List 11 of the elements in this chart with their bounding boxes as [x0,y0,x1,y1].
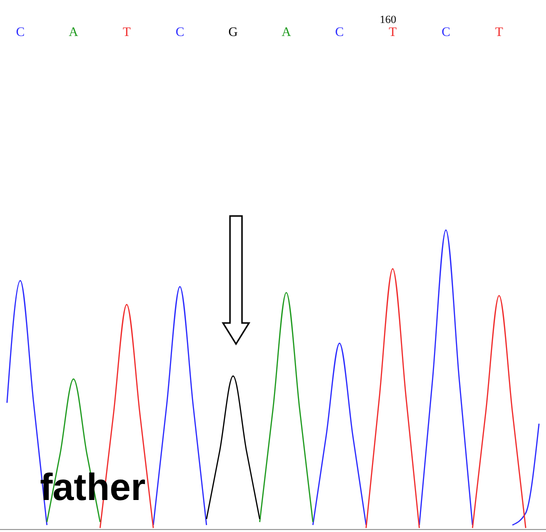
x-tick-label: A [68,24,79,39]
x-tick-label: T [388,24,397,39]
x-tick-label: C [442,24,450,39]
text: 160 [380,14,397,26]
x-tick-label: T [122,24,131,39]
x-tick-label: A [282,24,292,39]
x-tick-label: C [176,24,184,39]
x-tick-label: G [228,24,238,39]
x-tick-label: T [495,24,504,39]
x-tick-label: C [16,24,25,39]
x-tick-label: C [335,24,344,39]
